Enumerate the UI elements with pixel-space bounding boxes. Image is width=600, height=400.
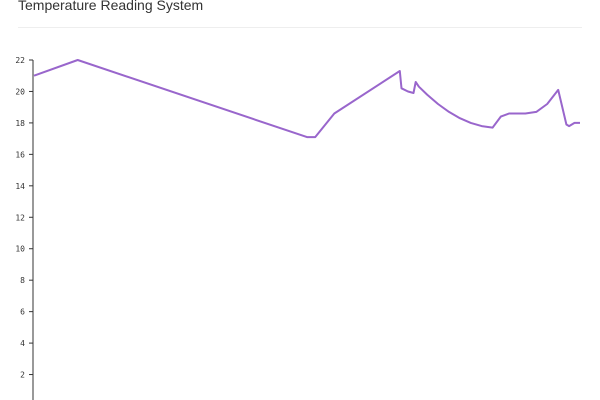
y-tick-label: 12: [15, 213, 25, 222]
y-tick-label: 18: [15, 119, 25, 128]
y-axis: 2 4 6 8 10 12 14 16 18 20 22: [15, 56, 34, 400]
y-tick-label: 10: [15, 245, 25, 254]
title-divider: [18, 27, 582, 28]
series-line-0: [33, 59, 580, 139]
y-tick-label: 6: [20, 308, 25, 317]
y-tick-label: 20: [15, 87, 25, 96]
page-title: Temperature Reading System: [18, 0, 204, 13]
y-tick-label: 14: [15, 182, 25, 191]
y-tick-label: 2: [20, 371, 25, 380]
y-tick-label: 4: [20, 339, 25, 348]
y-tick-label: 8: [20, 276, 25, 285]
y-tick-label: 16: [15, 150, 25, 159]
y-tick-label: 22: [15, 56, 25, 65]
series-layer: [33, 59, 580, 139]
